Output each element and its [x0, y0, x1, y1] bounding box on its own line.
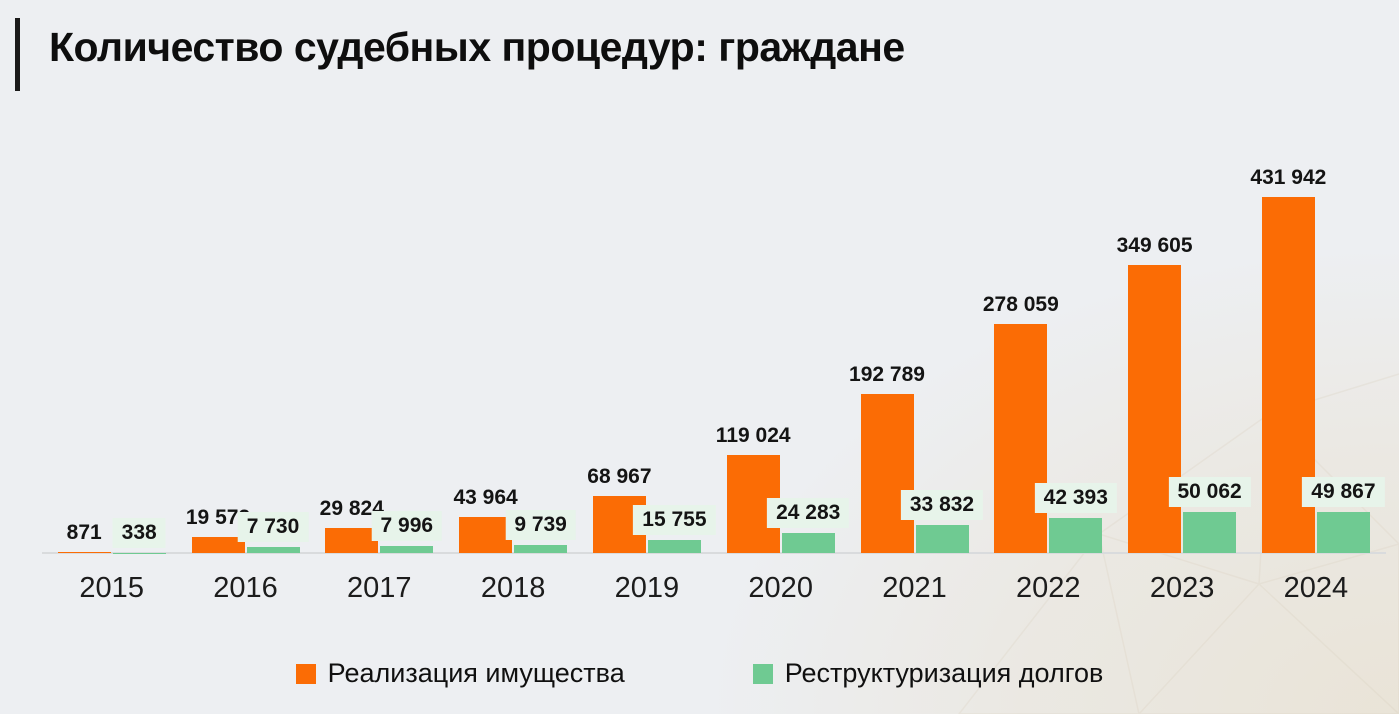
- bar-series2-2022: [1049, 518, 1103, 553]
- value-label-series2-2022: 42 393: [1034, 482, 1117, 514]
- value-label-series2-2017: 7 996: [371, 511, 443, 542]
- x-axis-label-2018: 2018: [480, 572, 546, 604]
- value-label-series2-2015: 338: [112, 517, 166, 548]
- bar-series2-2018: [514, 544, 568, 553]
- value-label-series1-2017: 29 824: [319, 497, 384, 521]
- value-label-series2-2020: 24 283: [767, 497, 850, 528]
- value-label-series2-2024: 49 867: [1302, 476, 1385, 507]
- value-label-series1-2023: 349 605: [1116, 233, 1193, 257]
- legend-label: Реализация имущества: [327, 658, 625, 688]
- value-label-series2-2019: 15 755: [633, 504, 716, 536]
- x-axis-line: [42, 552, 1386, 554]
- x-axis-label-2017: 2017: [347, 572, 412, 604]
- bar-series2-2023: [1183, 511, 1237, 553]
- x-axis-label-2016: 2016: [213, 572, 278, 604]
- chart-legend: Реализация имущества Реструктуризация до…: [0, 658, 1399, 689]
- bar-series2-2016: [246, 546, 300, 553]
- bar-series1-2015: [57, 552, 111, 553]
- value-label-series1-2022: 278 059: [982, 292, 1059, 316]
- bar-series2-2017: [380, 546, 434, 553]
- legend-swatch-green-icon: [752, 663, 773, 684]
- bar-series1-2017: [325, 528, 379, 553]
- legend-label: Реструктуризация долгов: [784, 658, 1104, 688]
- background-ornament: [958, 373, 1399, 714]
- value-label-series2-2018: 9 739: [505, 509, 576, 540]
- value-label-series2-2021: 33 832: [900, 489, 984, 521]
- bar-series1-2016: [191, 536, 245, 553]
- x-axis-label-2020: 2020: [748, 572, 813, 604]
- bar-series2-2020: [781, 533, 835, 553]
- title-accent-bar: [15, 18, 20, 91]
- bar-series2-2024: [1316, 511, 1370, 553]
- x-axis-label-2023: 2023: [1149, 572, 1215, 604]
- value-label-series1-2024: 431 942: [1250, 165, 1327, 189]
- value-label-series1-2015: 871: [66, 521, 102, 545]
- value-label-series2-2016: 7 730: [237, 511, 309, 542]
- value-label-series1-2019: 68 967: [587, 465, 652, 489]
- legend-swatch-orange-icon: [295, 663, 316, 684]
- x-axis-label-2015: 2015: [79, 572, 144, 604]
- legend-item-realizatsiya: Реализация имущества: [295, 658, 625, 689]
- bar-series1-2018: [459, 516, 513, 553]
- x-axis-label-2019: 2019: [614, 572, 680, 604]
- value-label-series2-2023: 50 062: [1168, 476, 1251, 507]
- x-axis-label-2024: 2024: [1283, 572, 1349, 604]
- value-label-series1-2020: 119 024: [715, 423, 791, 447]
- x-axis-label-2022: 2022: [1016, 572, 1081, 604]
- bar-series1-2022: [994, 323, 1048, 553]
- page-title: Количество судебных процедур: граждане: [49, 24, 905, 70]
- value-label-series1-2021: 192 789: [849, 362, 925, 386]
- bar-series1-2021: [860, 394, 914, 553]
- bar-series2-2019: [647, 540, 701, 553]
- bar-series1-2023: [1128, 264, 1182, 553]
- x-axis-label-2021: 2021: [882, 572, 947, 604]
- bar-series2-2021: [915, 525, 969, 553]
- value-label-series1-2018: 43 964: [453, 485, 518, 509]
- legend-item-restrukturizatsiya: Реструктуризация долгов: [752, 658, 1104, 689]
- value-label-series1-2016: 19 572: [185, 505, 251, 529]
